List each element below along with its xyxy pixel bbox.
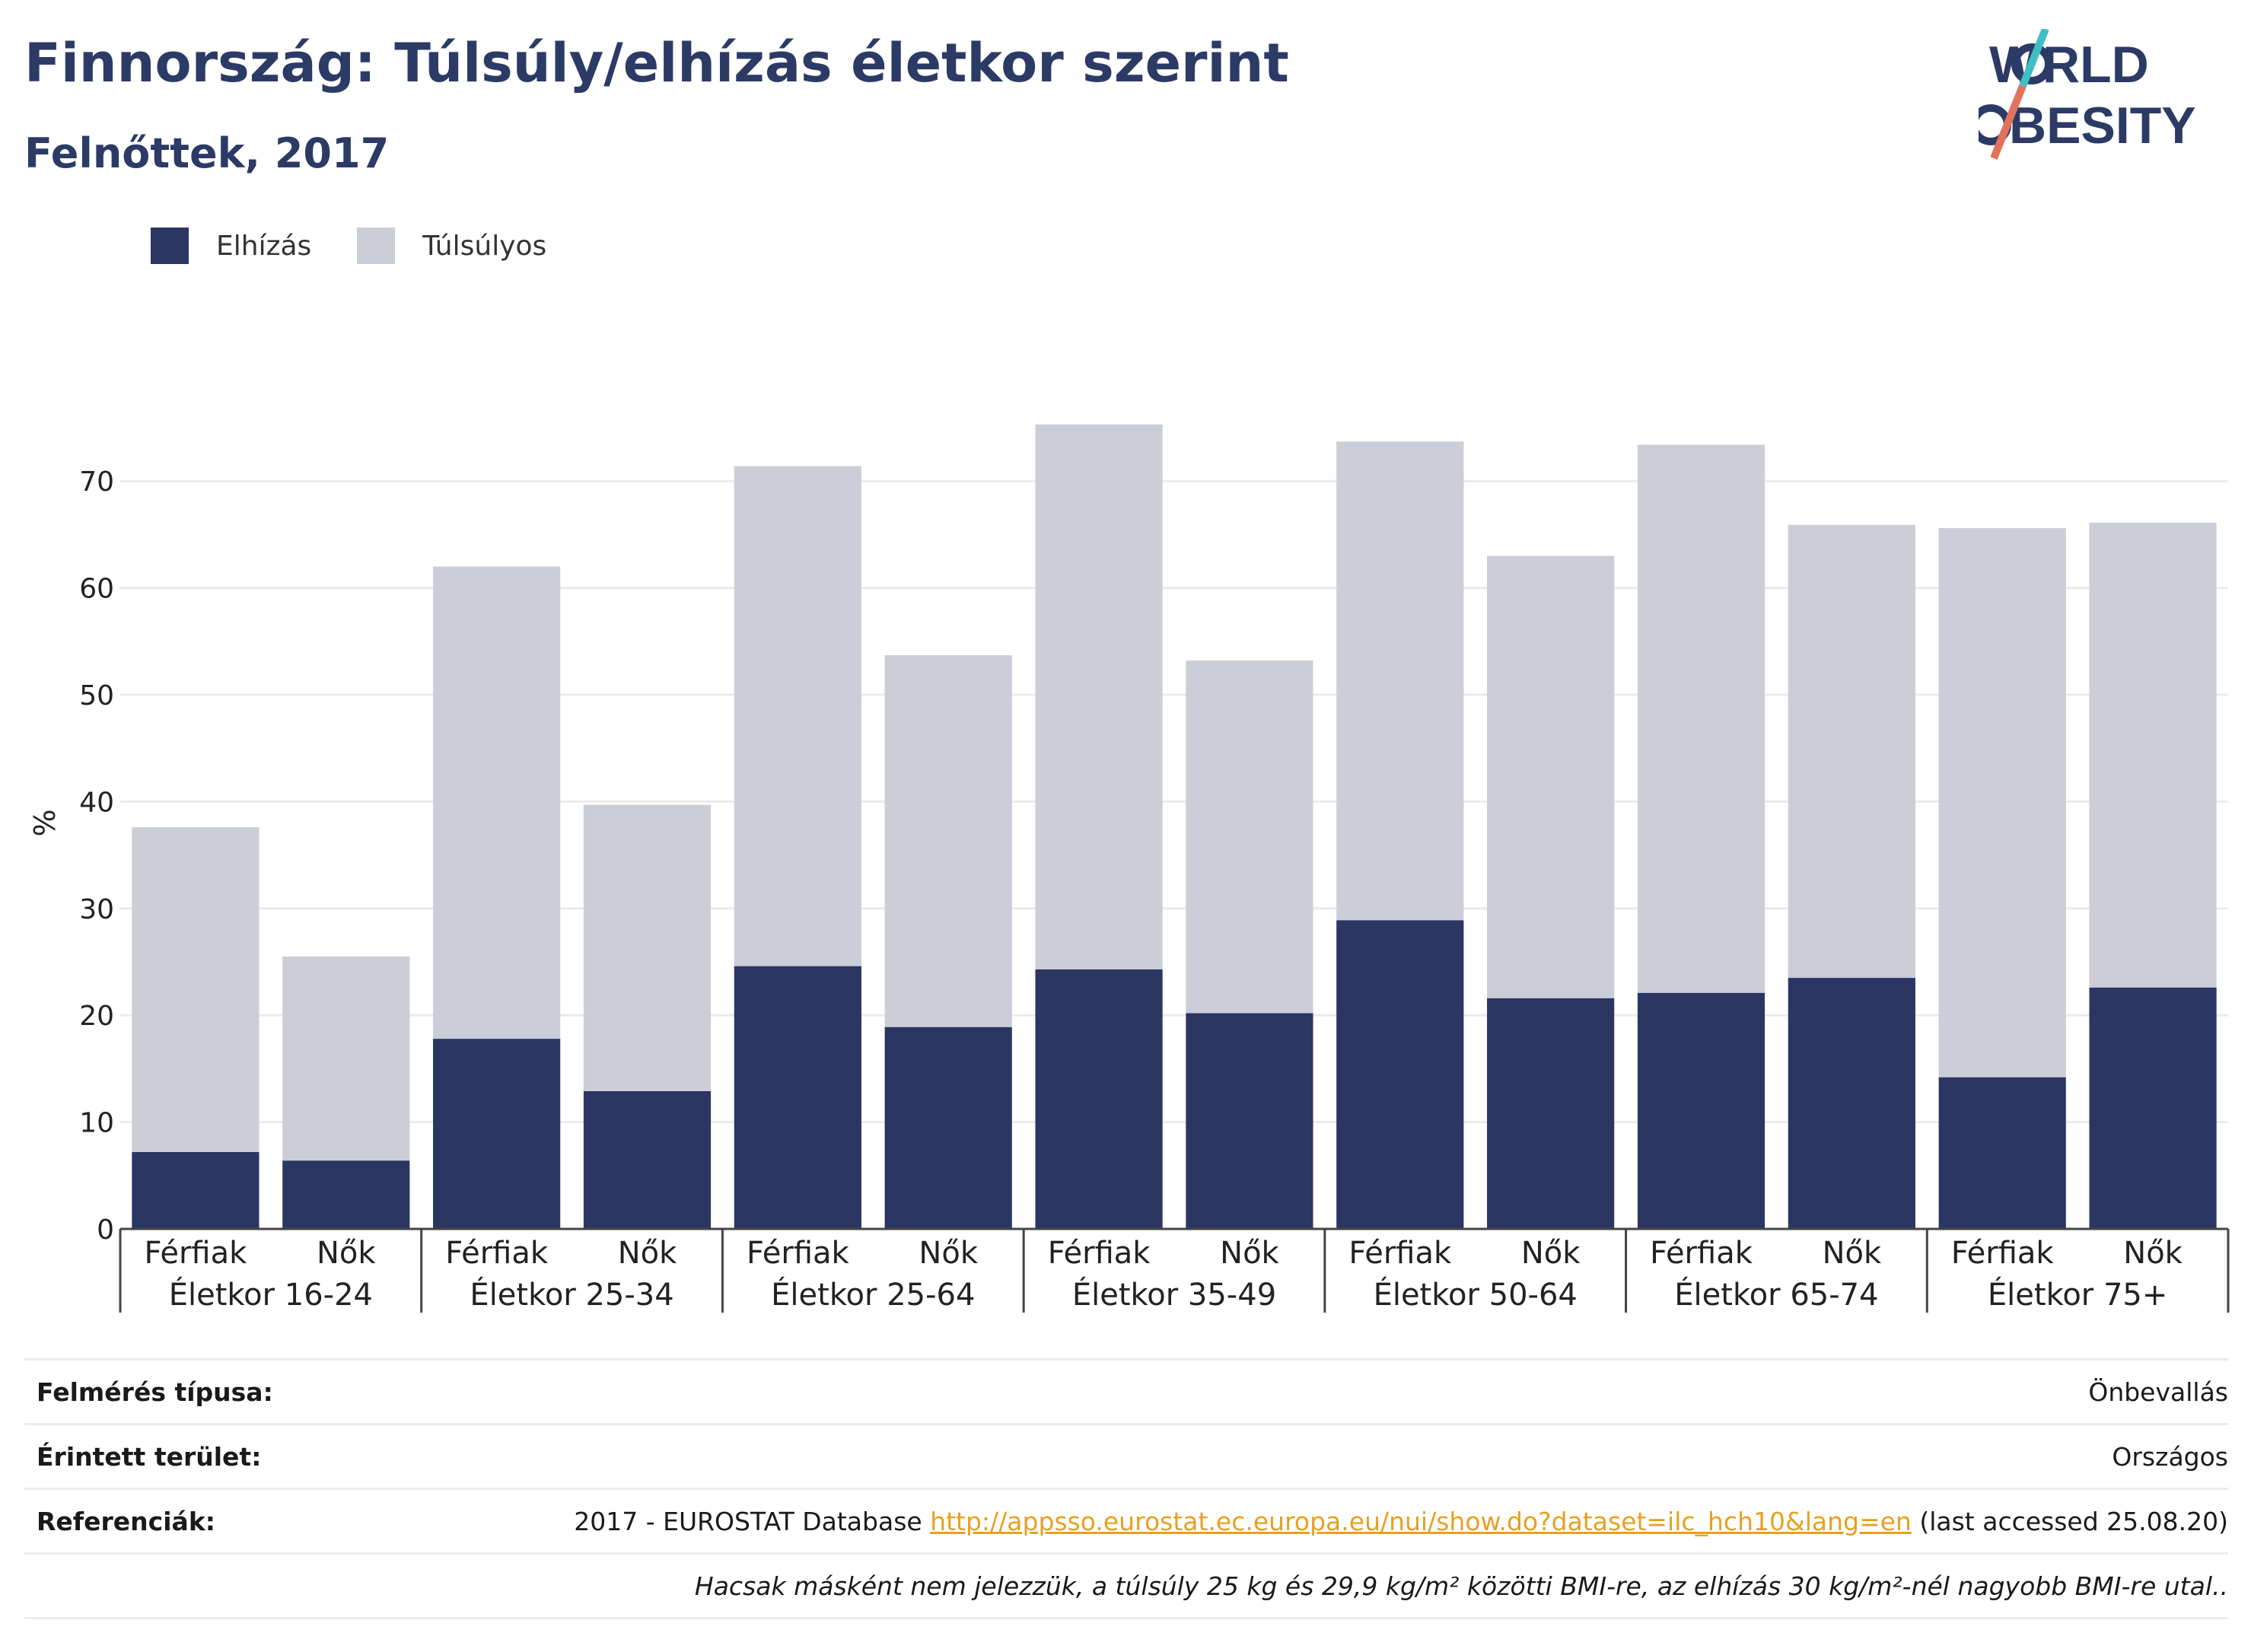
bar-overweight [1487, 555, 1615, 998]
reference-suffix: (last accessed 25.08.20) [1911, 1506, 2228, 1536]
reference-link[interactable]: http://appsso.eurostat.ec.europa.eu/nui/… [930, 1506, 1912, 1536]
svg-text:BESITY: BESITY [2009, 97, 2196, 154]
y-axis-label: % [28, 809, 62, 836]
info-value-survey-type: Önbevallás [2088, 1377, 2228, 1407]
x-group-label: Életkor 25-34 [470, 1276, 673, 1313]
bar-overweight [282, 956, 410, 1161]
reference-prefix: 2017 - EUROSTAT Database [574, 1506, 931, 1536]
bar-overweight [1035, 424, 1163, 969]
x-subcategory-label: Férfiak [1951, 1236, 2055, 1271]
bar-obesity [1487, 998, 1615, 1229]
bar-overweight [884, 655, 1012, 1027]
bar-obesity [282, 1160, 410, 1229]
bar-obesity [1788, 978, 1915, 1229]
bar-overweight [1336, 441, 1464, 921]
bar-obesity [1186, 1013, 1313, 1229]
x-group-label: Életkor 65-74 [1674, 1276, 1878, 1313]
bar-overweight [1938, 528, 2066, 1077]
x-subcategory-label: Nők [1823, 1236, 1882, 1271]
legend: Elhízás Túlsúlyos [151, 227, 592, 265]
bar-obesity [1938, 1077, 2066, 1229]
bar-obesity [884, 1027, 1012, 1229]
bar-overweight [433, 566, 561, 1039]
x-subcategory-label: Férfiak [747, 1236, 850, 1271]
x-subcategory-label: Férfiak [1048, 1236, 1151, 1271]
info-label-survey-type: Felmérés típusa: [37, 1377, 273, 1407]
bar-overweight [132, 827, 259, 1152]
bar-overweight [1788, 524, 1915, 979]
y-tick-label: 20 [79, 1001, 114, 1032]
bar-overweight [583, 804, 712, 1091]
y-tick-label: 50 [79, 680, 114, 711]
bar-obesity [433, 1039, 561, 1229]
x-group-label: Életkor 50-64 [1374, 1276, 1578, 1313]
x-subcategory-label: Férfiak [1348, 1236, 1452, 1271]
legend-item-overweight[interactable]: Túlsúlyos [357, 228, 546, 264]
info-row-references: Referenciák: 2017 - EUROSTAT Database ht… [24, 1488, 2228, 1552]
bar-obesity [2089, 987, 2217, 1229]
bar-overweight [2089, 522, 2217, 988]
legend-item-obesity[interactable]: Elhízás [151, 228, 311, 264]
y-tick-label: 40 [79, 787, 114, 818]
info-row-survey-type: Felmérés típusa: Önbevallás [24, 1358, 2228, 1423]
y-tick-label: 30 [79, 894, 114, 925]
x-group-label: Életkor 75+ [1988, 1276, 2167, 1313]
chart-title: Finnország: Túlsúly/elhízás életkor szer… [24, 32, 1289, 94]
x-subcategory-label: Nők [919, 1236, 978, 1271]
x-subcategory-label: Nők [1521, 1236, 1581, 1271]
chart-subtitle: Felnőttek, 2017 [24, 129, 390, 177]
bar-obesity [1637, 992, 1765, 1229]
bar-overweight [734, 466, 861, 966]
info-table: Felmérés típusa: Önbevallás Érintett ter… [24, 1358, 2228, 1619]
x-group-label: Életkor 25-64 [771, 1276, 975, 1313]
x-subcategory-label: Nők [618, 1236, 677, 1271]
bar-obesity [734, 966, 861, 1229]
world-obesity-logo: W RLD BESITY [1979, 29, 2196, 160]
bar-overweight [1186, 660, 1313, 1014]
x-subcategory-label: Férfiak [1650, 1236, 1753, 1271]
stacked-bar-chart: 0 10 20 30 40 50 60 70% Férfiak Nők Férfiak Nők Férf… [28, 424, 2230, 1313]
legend-label-obesity: Elhízás [216, 230, 312, 262]
bar-overweight [1637, 444, 1765, 993]
bar-obesity [1336, 920, 1464, 1229]
bar-obesity [583, 1090, 712, 1229]
info-value-coverage: Országos [2112, 1441, 2228, 1472]
info-value-references: 2017 - EUROSTAT Database http://appsso.e… [574, 1507, 2228, 1536]
info-label-references: Referenciák: [37, 1506, 215, 1536]
x-group-label: Életkor 35-49 [1072, 1276, 1276, 1313]
legend-swatch-obesity [151, 228, 189, 264]
x-subcategory-label: Nők [317, 1236, 376, 1271]
info-label-coverage: Érintett terület: [37, 1441, 262, 1472]
y-tick-label: 60 [79, 574, 114, 605]
bar-obesity [1035, 969, 1163, 1229]
y-tick-label: 10 [79, 1108, 114, 1139]
y-tick-label: 70 [79, 466, 114, 498]
info-row-coverage: Érintett terület: Országos [24, 1423, 2228, 1488]
info-row-note: Hacsak másként nem jelezzük, a túlsúly 2… [24, 1552, 2228, 1619]
svg-text:RLD: RLD [2042, 36, 2149, 94]
x-subcategory-label: Férfiak [445, 1236, 549, 1271]
y-tick-label: 0 [97, 1214, 114, 1246]
x-group-label: Életkor 16-24 [169, 1276, 373, 1313]
legend-label-overweight: Túlsúlyos [422, 230, 547, 262]
x-subcategory-label: Férfiak [145, 1236, 248, 1271]
definition-note: Hacsak másként nem jelezzük, a túlsúly 2… [694, 1571, 2228, 1601]
x-subcategory-label: Nők [2123, 1236, 2183, 1271]
legend-swatch-overweight [357, 228, 396, 264]
bar-obesity [132, 1151, 259, 1229]
x-subcategory-label: Nők [1220, 1236, 1279, 1271]
